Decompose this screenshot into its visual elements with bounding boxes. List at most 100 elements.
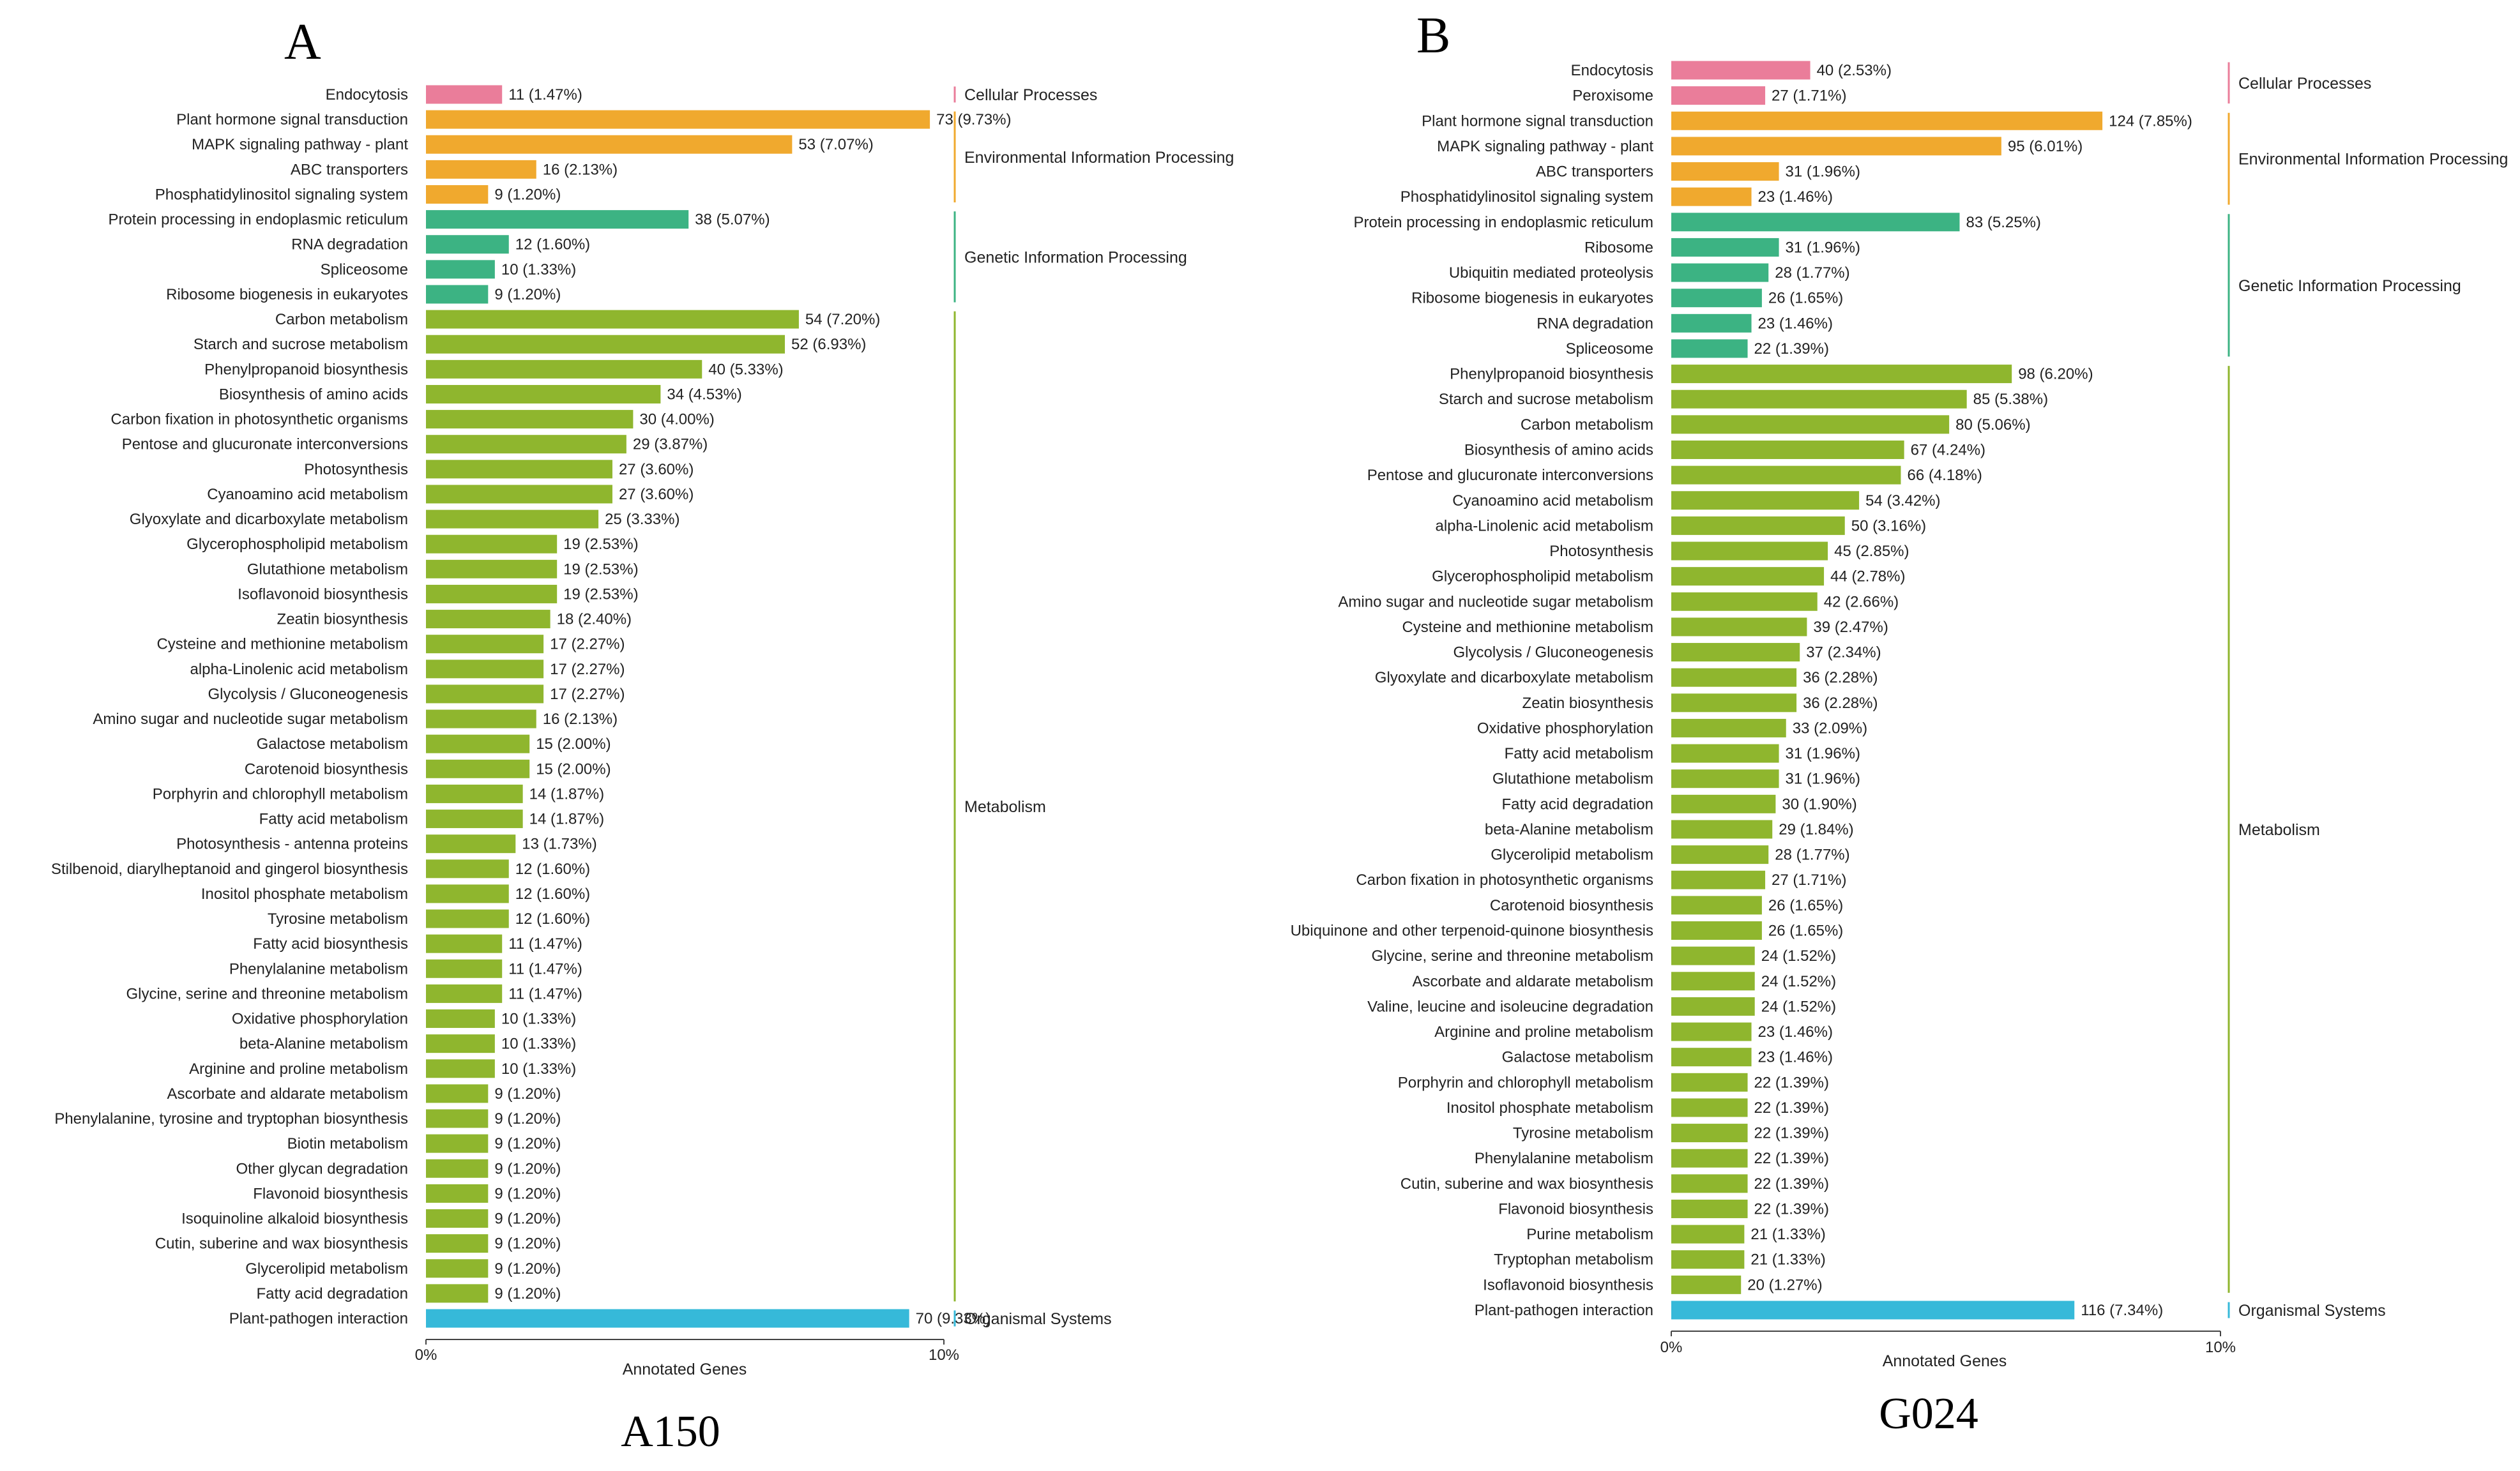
category-label: ABC transporters <box>291 161 408 178</box>
value-label: 9 (1.20%) <box>494 1235 561 1253</box>
value-label: 53 (7.07%) <box>798 136 873 153</box>
category-label: Stilbenoid, diarylheptanoid and gingerol… <box>51 861 408 878</box>
bar <box>426 1109 489 1128</box>
bar <box>426 635 544 654</box>
category-label: MAPK signaling pathway - plant <box>1437 138 1653 155</box>
bar <box>1671 1199 1748 1218</box>
bar <box>426 1084 489 1103</box>
bar <box>1671 820 1773 839</box>
bar <box>1671 668 1797 687</box>
value-label: 19 (2.53%) <box>563 585 638 603</box>
bar <box>426 1059 495 1078</box>
value-label: 54 (3.42%) <box>1865 492 1940 509</box>
bar <box>1671 845 1769 864</box>
value-label: 29 (1.84%) <box>1779 821 1853 838</box>
value-label: 85 (5.38%) <box>1973 391 2048 408</box>
bar <box>1671 997 1755 1016</box>
bar <box>426 959 503 978</box>
bar <box>426 485 612 504</box>
bar <box>426 784 523 803</box>
category-label: Ribosome <box>1584 239 1653 256</box>
value-label: 18 (2.40%) <box>557 611 632 628</box>
category-label: Glyoxylate and dicarboxylate metabolism <box>1375 669 1653 686</box>
category-label: Plant-pathogen interaction <box>229 1310 408 1327</box>
value-label: 9 (1.20%) <box>494 1160 561 1177</box>
value-label: 28 (1.77%) <box>1775 847 1849 864</box>
bar <box>426 1184 489 1203</box>
value-label: 40 (5.33%) <box>708 361 783 378</box>
value-label: 22 (1.39%) <box>1754 1099 1829 1117</box>
bar <box>1671 1149 1748 1168</box>
x-tick-label: 0% <box>415 1347 437 1364</box>
bar <box>426 660 544 679</box>
category-label: Phenylpropanoid biosynthesis <box>204 361 408 378</box>
value-label: 9 (1.20%) <box>494 1260 561 1278</box>
category-label: beta-Alanine metabolism <box>1485 821 1653 838</box>
bar <box>426 534 558 554</box>
value-label: 9 (1.20%) <box>494 1135 561 1152</box>
category-label: alpha-Linolenic acid metabolism <box>1435 517 1653 534</box>
category-label: Cysteine and methionine metabolism <box>1402 619 1653 636</box>
value-label: 9 (1.20%) <box>494 1085 561 1103</box>
category-label: Protein processing in endoplasmic reticu… <box>108 211 408 229</box>
value-label: 95 (6.01%) <box>2008 138 2083 155</box>
category-label: Purine metabolism <box>1526 1226 1653 1243</box>
category-label: Glycine, serine and threonine metabolism <box>1371 947 1653 965</box>
value-label: 24 (1.52%) <box>1761 947 1836 965</box>
bar <box>1671 870 1766 889</box>
category-label: Ribosome biogenesis in eukaryotes <box>166 286 408 303</box>
value-label: 27 (3.60%) <box>619 486 694 503</box>
category-label: Other glycan degradation <box>236 1160 408 1177</box>
value-label: 40 (2.53%) <box>1817 62 1892 79</box>
value-label: 14 (1.87%) <box>529 811 604 828</box>
bar <box>1671 1275 1742 1294</box>
category-label: Fatty acid biosynthesis <box>253 935 408 953</box>
bar <box>1671 643 1800 662</box>
value-label: 12 (1.60%) <box>515 236 590 253</box>
bar <box>426 359 702 379</box>
bar <box>426 160 536 179</box>
panel-caption: A150 <box>621 1407 720 1456</box>
bar <box>1671 896 1762 915</box>
bar <box>1671 617 1807 637</box>
bar <box>426 610 550 629</box>
category-label: Carotenoid biosynthesis <box>245 760 408 778</box>
category-label: ABC transporters <box>1536 163 1653 181</box>
value-label: 36 (2.28%) <box>1803 695 1878 712</box>
bar <box>426 384 661 404</box>
value-label: 116 (7.34%) <box>2081 1302 2163 1319</box>
bar <box>426 235 509 254</box>
bar <box>426 984 503 1003</box>
value-label: 52 (6.93%) <box>791 336 866 353</box>
category-label: Biosynthesis of amino acids <box>1464 441 1653 458</box>
value-label: 23 (1.46%) <box>1758 188 1833 206</box>
value-label: 12 (1.60%) <box>515 861 590 878</box>
value-label: 9 (1.20%) <box>494 286 561 303</box>
group-label: Environmental Information Processing <box>964 149 1234 167</box>
category-label: Glyoxylate and dicarboxylate metabolism <box>130 511 408 528</box>
bar <box>1671 1073 1748 1092</box>
category-label: Cutin, suberine and wax biosynthesis <box>155 1235 408 1253</box>
value-label: 66 (4.18%) <box>1907 467 1982 484</box>
bar <box>426 260 495 279</box>
value-label: 31 (1.96%) <box>1786 163 1860 181</box>
bar <box>1671 1124 1748 1143</box>
category-label: Isoflavonoid biosynthesis <box>1483 1276 1653 1294</box>
value-label: 31 (1.96%) <box>1786 745 1860 762</box>
bar <box>1671 769 1779 788</box>
bar <box>426 285 489 304</box>
category-label: Cyanoamino acid metabolism <box>1452 492 1653 509</box>
category-label: Glycolysis / Gluconeogenesis <box>208 686 408 703</box>
category-label: Fatty acid metabolism <box>1505 745 1653 762</box>
category-label: Phosphatidylinositol signaling system <box>1400 188 1653 206</box>
category-label: Endocytosis <box>1571 62 1653 79</box>
value-label: 17 (2.27%) <box>550 686 625 703</box>
bar <box>1671 972 1755 991</box>
bar <box>1671 567 1825 586</box>
value-label: 22 (1.39%) <box>1754 1150 1829 1167</box>
group-label: Metabolism <box>2238 821 2320 839</box>
bar <box>1671 1225 1745 1244</box>
value-label: 44 (2.78%) <box>1830 568 1905 585</box>
category-label: Isoflavonoid biosynthesis <box>238 585 408 603</box>
